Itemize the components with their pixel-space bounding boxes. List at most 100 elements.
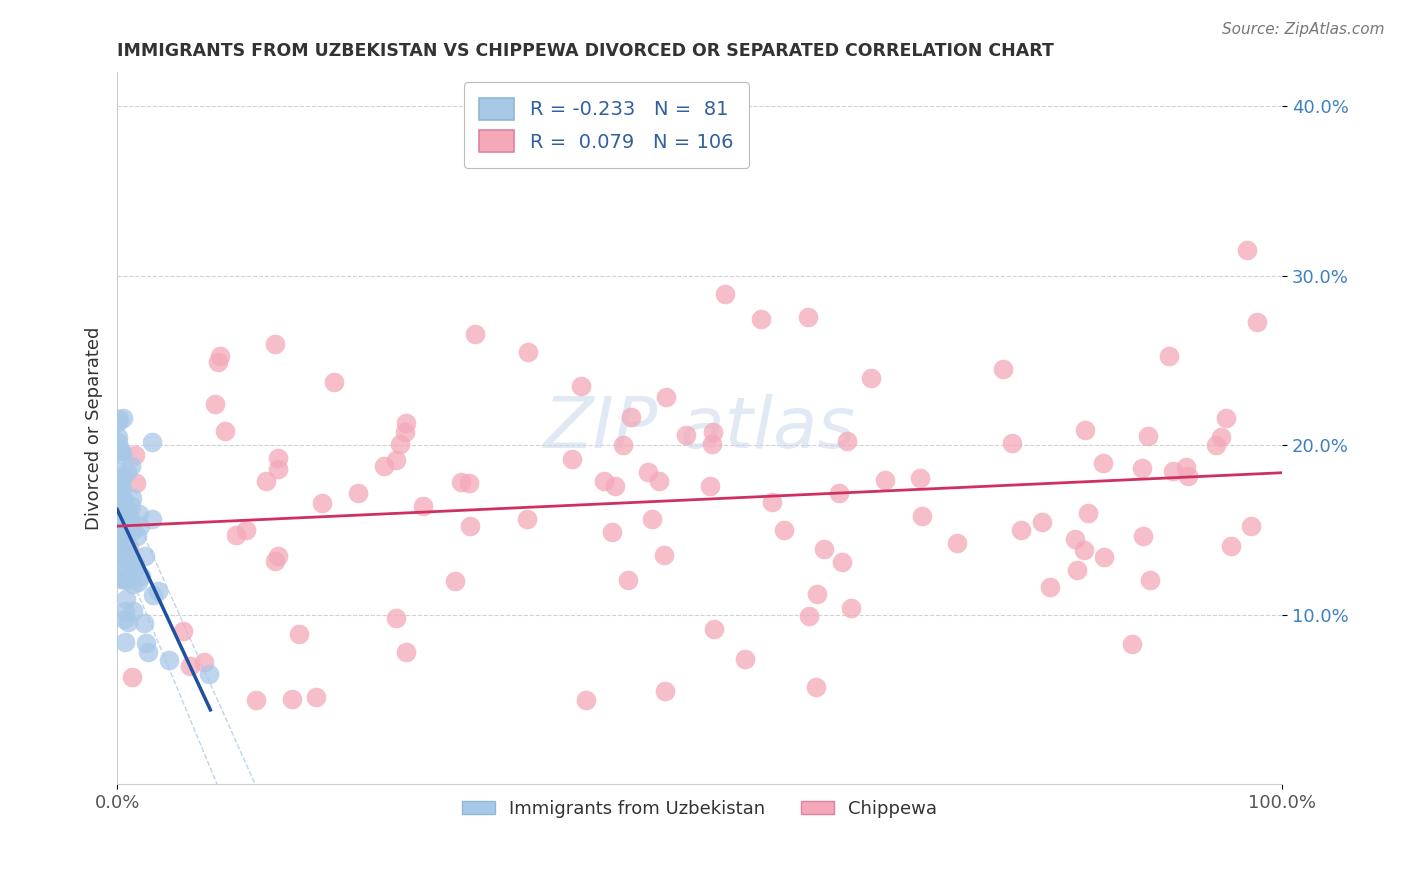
Point: [110, 495, 132, 509]
Point: [828, 485, 851, 500]
Point: [311, 496, 333, 510]
Point: [412, 499, 434, 513]
Legend: Immigrants from Uzbekistan, Chippewa: Immigrants from Uzbekistan, Chippewa: [456, 793, 945, 825]
Point: [110, 558, 132, 573]
Point: [107, 516, 129, 531]
Point: [641, 512, 664, 526]
Point: [647, 474, 669, 488]
Point: [734, 651, 756, 665]
Point: [839, 600, 862, 615]
Point: [1076, 506, 1098, 520]
Point: [235, 523, 257, 537]
Point: [108, 442, 131, 456]
Point: [263, 336, 285, 351]
Point: [208, 349, 231, 363]
Point: [761, 494, 783, 508]
Point: [517, 345, 540, 359]
Point: [1092, 550, 1115, 565]
Point: [655, 390, 678, 404]
Point: [110, 447, 132, 461]
Point: [837, 434, 859, 448]
Point: [1039, 580, 1062, 594]
Point: [323, 375, 346, 389]
Point: [1161, 464, 1184, 478]
Point: [111, 537, 134, 551]
Point: [127, 528, 149, 542]
Point: [245, 692, 267, 706]
Point: [603, 479, 626, 493]
Point: [617, 573, 640, 587]
Point: [1215, 411, 1237, 425]
Point: [373, 458, 395, 473]
Point: [124, 557, 146, 571]
Point: [385, 611, 408, 625]
Text: IMMIGRANTS FROM UZBEKISTAN VS CHIPPEWA DIVORCED OR SEPARATED CORRELATION CHART: IMMIGRANTS FROM UZBEKISTAN VS CHIPPEWA D…: [117, 42, 1054, 60]
Point: [911, 508, 934, 523]
Point: [1177, 469, 1199, 483]
Point: [125, 476, 148, 491]
Point: [458, 519, 481, 533]
Point: [111, 514, 134, 528]
Point: [107, 485, 129, 500]
Point: [107, 474, 129, 488]
Point: [305, 690, 328, 705]
Point: [112, 572, 135, 586]
Point: [107, 531, 129, 545]
Point: [107, 415, 129, 429]
Point: [806, 587, 828, 601]
Point: [797, 608, 820, 623]
Point: [225, 527, 247, 541]
Point: [107, 430, 129, 444]
Point: [108, 539, 131, 553]
Point: [172, 624, 194, 638]
Point: [575, 692, 598, 706]
Point: [457, 475, 479, 490]
Point: [117, 615, 139, 629]
Point: [1001, 436, 1024, 450]
Point: [561, 452, 583, 467]
Point: [111, 470, 134, 484]
Point: [141, 434, 163, 449]
Point: [121, 670, 143, 684]
Point: [136, 645, 159, 659]
Point: [946, 536, 969, 550]
Point: [1205, 437, 1227, 451]
Point: [107, 491, 129, 505]
Point: [264, 554, 287, 568]
Point: [714, 287, 737, 301]
Point: [266, 450, 288, 465]
Point: [120, 499, 142, 513]
Point: [1139, 573, 1161, 587]
Point: [110, 504, 132, 518]
Point: [179, 659, 201, 673]
Point: [394, 425, 416, 439]
Point: [1209, 430, 1232, 444]
Point: [108, 444, 131, 458]
Point: [991, 362, 1014, 376]
Point: [388, 437, 411, 451]
Point: [464, 326, 486, 341]
Point: [1121, 637, 1143, 651]
Point: [267, 549, 290, 563]
Point: [1157, 350, 1180, 364]
Point: [107, 536, 129, 550]
Point: [207, 355, 229, 369]
Point: [108, 412, 131, 426]
Point: [612, 438, 634, 452]
Text: Source: ZipAtlas.com: Source: ZipAtlas.com: [1222, 22, 1385, 37]
Point: [450, 475, 472, 490]
Point: [107, 465, 129, 479]
Point: [107, 558, 129, 572]
Point: [204, 397, 226, 411]
Point: [1132, 529, 1154, 543]
Point: [112, 501, 135, 516]
Point: [108, 573, 131, 587]
Point: [1246, 315, 1268, 329]
Point: [110, 527, 132, 541]
Point: [620, 410, 643, 425]
Point: [142, 588, 165, 602]
Point: [115, 544, 138, 558]
Point: [859, 371, 882, 385]
Point: [703, 623, 725, 637]
Point: [288, 627, 311, 641]
